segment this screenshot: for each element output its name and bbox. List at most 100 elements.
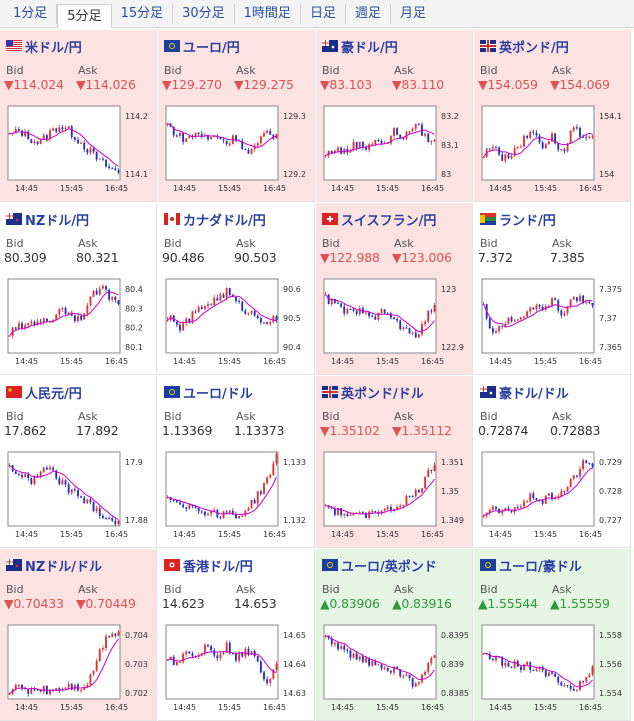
candle-body xyxy=(532,307,535,310)
pair-title[interactable]: 香港ドル/円 xyxy=(164,556,253,575)
rate-card[interactable]: ユーロ/英ポンド Bid Ask ▲0.83906 ▲0.83916 0.8395 0.83… xyxy=(316,549,473,721)
candle-body xyxy=(575,297,578,301)
candle-body xyxy=(55,470,58,479)
bid-label: Bid xyxy=(322,583,340,596)
rate-card[interactable]: ランド/円 Bid Ask 7.372 7.385 7.375 7.37 7.365 14:45… xyxy=(474,203,631,375)
rate-card[interactable]: 豪ドル/ドル Bid Ask 0.72874 0.72883 0.729 0.728 0.72… xyxy=(474,376,631,548)
pair-title[interactable]: NZドル/ドル xyxy=(6,556,102,575)
rate-card[interactable]: NZドル/円 Bid Ask 80.309 80.321 80.4 80.3 80.2 80.1… xyxy=(0,203,157,375)
chart-container: 7.375 7.37 7.365 14:45 15:45 16:45 xyxy=(478,271,628,371)
candle-body xyxy=(86,685,89,688)
candle-body xyxy=(501,656,504,666)
rate-card[interactable]: ユーロ/豪ドル Bid Ask ▲1.55544 ▲1.55559 1.558 1.556 1… xyxy=(474,549,631,721)
pair-title[interactable]: 米ドル/円 xyxy=(6,37,82,56)
rate-card[interactable]: スイスフラン/円 Bid Ask ▼122.988 ▼123.006 123 122.9 14… xyxy=(316,203,473,375)
candle-body xyxy=(70,489,73,493)
candle-body xyxy=(30,689,33,694)
candle-body xyxy=(414,332,417,338)
pair-title[interactable]: カナダドル/円 xyxy=(164,210,266,229)
pair-title[interactable]: ユーロ/豪ドル xyxy=(480,556,582,575)
pair-title[interactable]: 人民元/円 xyxy=(6,383,82,402)
rate-card[interactable]: 英ポンド/ドル Bid Ask ▼1.35102 ▼1.35112 1.351 1.35 1.… xyxy=(316,376,473,548)
bid-value: ▲1.55544 xyxy=(478,596,538,611)
candle-body xyxy=(519,146,522,148)
rate-card[interactable]: NZドル/ドル Bid Ask ▼0.70433 ▼0.70449 0.704 0.703 0… xyxy=(0,549,157,721)
pair-title[interactable]: ユーロ/ドル xyxy=(164,383,253,402)
candle-body xyxy=(523,501,525,507)
pair-title[interactable]: 英ポンド/円 xyxy=(480,37,569,56)
candle-body xyxy=(371,144,374,146)
candle-body xyxy=(210,646,213,651)
candle-body xyxy=(507,317,510,324)
pair-title[interactable]: スイスフラン/円 xyxy=(322,210,436,229)
tab-4[interactable]: 30分足 xyxy=(173,3,235,24)
candle-body xyxy=(188,504,191,509)
candle-body xyxy=(396,319,399,321)
candle-body xyxy=(191,653,194,657)
x-tick-label: 15:45 xyxy=(534,703,557,712)
tab-2[interactable]: 5分足 xyxy=(57,3,112,28)
candle-body xyxy=(582,681,585,683)
candle-body xyxy=(396,128,399,135)
moving-average-line xyxy=(167,295,277,324)
candle-body xyxy=(330,638,333,645)
candle-body xyxy=(244,149,247,151)
pair-name: 人民元/円 xyxy=(25,386,82,402)
rate-card[interactable]: カナダドル/円 Bid Ask 90.486 90.503 90.6 90.5 90.4 14:… xyxy=(158,203,315,375)
y-tick-label: 114.2 xyxy=(125,112,148,121)
ca-flag-icon xyxy=(164,213,180,225)
rate-card[interactable]: 米ドル/円 Bid Ask ▼114.024 ▼114.026 114.2 114.1 14:… xyxy=(0,30,157,202)
candle-body xyxy=(383,309,386,314)
candle-body xyxy=(70,312,73,316)
pair-title[interactable]: ユーロ/円 xyxy=(164,37,240,56)
pair-name: ユーロ/英ポンド xyxy=(341,559,437,575)
chart-container: 1.133 1.132 14:45 15:45 16:45 xyxy=(162,444,312,544)
candle-body xyxy=(238,516,241,519)
candle-body xyxy=(380,664,383,669)
candle-body xyxy=(491,506,494,510)
candle-body xyxy=(272,463,275,475)
pair-title[interactable]: 豪ドル/ドル xyxy=(480,383,569,402)
y-tick-label: 0.704 xyxy=(125,631,148,640)
candle-body xyxy=(365,512,367,518)
tab-1[interactable]: 1分足 xyxy=(4,3,58,24)
rate-card[interactable]: 香港ドル/円 Bid Ask 14.623 14.653 14.65 14.64 14.63 1… xyxy=(158,549,315,721)
candle-body xyxy=(188,136,191,139)
candle-body xyxy=(111,633,114,638)
candle-body xyxy=(374,140,377,145)
ask-label: Ask xyxy=(236,64,256,77)
tab-5[interactable]: 1時間足 xyxy=(235,3,301,24)
rate-card[interactable]: 英ポンド/円 Bid Ask ▼154.059 ▼154.069 154.1 154 14:4… xyxy=(474,30,631,202)
ask-label: Ask xyxy=(78,583,98,596)
bid-value: 17.862 xyxy=(4,423,47,438)
candle-body xyxy=(516,147,519,149)
pair-title[interactable]: 豪ドル/円 xyxy=(322,37,398,56)
x-tick-label: 14:45 xyxy=(15,703,38,712)
price-chart: 123 122.9 14:45 15:45 16:45 xyxy=(323,278,464,366)
price-chart: 1.351 1.35 1.349 14:45 15:45 16:45 xyxy=(323,451,464,539)
tab-3[interactable]: 15分足 xyxy=(112,3,174,24)
candle-body xyxy=(247,312,250,314)
rate-card[interactable]: ユーロ/ドル Bid Ask 1.13369 1.13373 1.133 1.132 14:4… xyxy=(158,376,315,548)
candle-body xyxy=(213,510,216,512)
rate-card[interactable]: ユーロ/円 Bid Ask ▼129.270 ▼129.275 129.3 129.2 14:… xyxy=(158,30,315,202)
candle-body xyxy=(430,469,433,471)
bid-label: Bid xyxy=(6,64,24,77)
candle-body xyxy=(253,500,256,504)
rate-card[interactable]: 豪ドル/円 Bid Ask ▼83.103 ▼83.110 83.2 83.1 83 14:45… xyxy=(316,30,473,202)
pair-title[interactable]: 英ポンド/ドル xyxy=(322,383,424,402)
bid-value: ▼122.988 xyxy=(320,250,380,265)
candle-body xyxy=(361,141,364,148)
tab-8[interactable]: 月足 xyxy=(399,5,426,21)
pair-title[interactable]: ユーロ/英ポンド xyxy=(322,556,437,575)
pair-title[interactable]: ランド/円 xyxy=(480,210,556,229)
pair-name: ユーロ/ドル xyxy=(183,386,253,402)
rate-card[interactable]: 人民元/円 Bid Ask 17.862 17.892 17.9 17.88 14:45 15:… xyxy=(0,376,157,548)
candle-body xyxy=(591,666,594,675)
tab-7[interactable]: 週足 xyxy=(346,3,391,24)
candle-body xyxy=(389,313,392,318)
pair-title[interactable]: NZドル/円 xyxy=(6,210,89,229)
tab-6[interactable]: 日足 xyxy=(301,3,346,24)
x-tick-label: 16:45 xyxy=(421,357,444,366)
candle-body xyxy=(42,685,45,692)
